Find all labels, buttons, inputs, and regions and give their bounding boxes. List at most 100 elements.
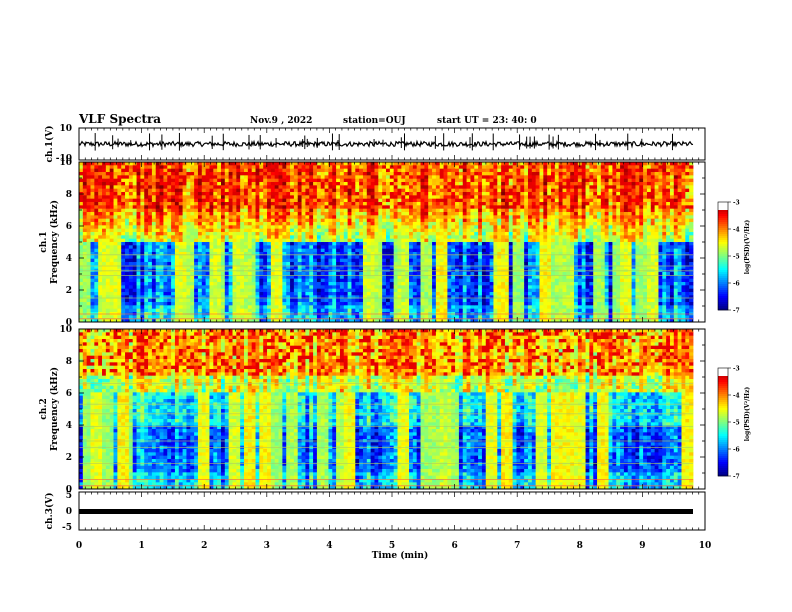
spectrogram-cell <box>132 238 137 243</box>
spectrogram-cell <box>167 252 172 256</box>
spectrogram-cell <box>455 222 460 226</box>
spectrogram-cell <box>458 242 464 246</box>
spectrogram-cell <box>259 302 264 306</box>
spectrogram-cell <box>182 208 187 213</box>
spectrogram-cell <box>278 215 283 220</box>
spectrogram-cell <box>167 228 172 233</box>
spectrogram-cell <box>370 265 375 270</box>
spectrogram-cell <box>297 258 302 263</box>
spectrogram-cell <box>320 258 325 263</box>
spectrogram-cell <box>405 282 410 286</box>
spectrogram-cell <box>401 285 406 290</box>
spectrogram-cell <box>163 218 168 223</box>
spectrogram-cell <box>316 198 322 203</box>
spectrogram-cell <box>462 245 467 250</box>
spectrogram-cell <box>220 192 226 196</box>
spectrogram-cell <box>205 285 210 290</box>
spectrogram-cell <box>416 235 421 240</box>
spectrogram-cell <box>443 212 448 216</box>
spectrogram-cell <box>270 295 276 300</box>
spectrogram-cell <box>316 208 322 213</box>
spectrogram-cell <box>117 285 122 290</box>
spectrogram-cell <box>451 262 456 266</box>
spectrogram-cell <box>470 218 475 223</box>
spectrogram-cell <box>332 292 337 296</box>
spectrogram-cell <box>144 232 149 236</box>
spectrogram-cell <box>339 292 345 296</box>
spectrogram-cell <box>163 305 168 310</box>
spectrogram-cell <box>113 295 118 300</box>
spectrogram-cell <box>435 222 441 226</box>
spectrogram-cell <box>397 228 402 233</box>
spectrogram-cell <box>332 295 337 300</box>
spectrogram-cell <box>98 175 103 180</box>
spectrogram-cell <box>190 215 195 220</box>
spectrogram-cell <box>167 185 172 190</box>
spectrogram-cell <box>128 255 134 260</box>
spectrogram-cell <box>343 238 349 243</box>
spectrogram-cell <box>270 305 276 310</box>
spectrogram-cell <box>301 222 306 226</box>
spectrogram-cell <box>240 168 245 173</box>
spectrogram-cell <box>86 252 91 256</box>
spectrogram-cell <box>102 308 107 313</box>
spectrogram-cell <box>228 188 233 193</box>
spectrogram-cell <box>228 295 233 300</box>
spectrogram-cell <box>125 198 130 203</box>
spectrogram-cell <box>439 265 444 270</box>
spectrogram-cell <box>347 215 352 220</box>
spectrogram-cell <box>236 175 241 180</box>
spectrogram-cell <box>174 198 180 203</box>
spectrogram-cell <box>328 202 333 206</box>
spectrogram-cell <box>305 315 310 320</box>
spectrogram-cell <box>428 285 433 290</box>
spectrogram-cell <box>320 232 325 236</box>
spectrogram-cell <box>201 218 207 223</box>
spectrogram-cell <box>336 288 341 293</box>
spectrogram-cell <box>274 278 279 283</box>
spectrogram-cell <box>320 288 325 293</box>
spectrogram-cell <box>324 305 329 310</box>
spectrogram-cell <box>148 175 153 180</box>
spectrogram-cell <box>224 315 230 320</box>
spectrogram-cell <box>109 195 114 200</box>
spectrogram-cell <box>290 255 295 260</box>
spectrogram-cell <box>339 232 345 236</box>
spectrogram-cell <box>125 172 130 176</box>
spectrogram-cell <box>217 255 222 260</box>
spectrogram-cell <box>136 248 141 253</box>
spectrogram-cell <box>94 275 99 280</box>
spectrogram-cell <box>163 245 168 250</box>
spectrogram-cell <box>186 275 191 280</box>
spectrogram-cell <box>267 262 272 266</box>
spectrogram-cell <box>405 195 410 200</box>
spectrogram-cell <box>90 202 95 206</box>
spectrogram-cell <box>232 302 237 306</box>
spectrogram-cell <box>451 225 456 230</box>
spectrogram-cell <box>351 308 356 313</box>
spectrogram-cell <box>236 215 241 220</box>
spectrogram-cell <box>205 235 210 240</box>
spectrogram-cell <box>224 278 230 283</box>
spectrogram-cell <box>447 198 452 203</box>
spectrogram-cell <box>121 188 126 193</box>
spectrogram-cell <box>366 172 372 176</box>
spectrogram-cell <box>439 248 444 253</box>
spectrogram-cell <box>282 295 287 300</box>
spectrogram-cell <box>466 295 471 300</box>
spectrogram-cell <box>213 242 218 246</box>
spectrogram-cell <box>220 302 226 306</box>
spectrogram-cell <box>301 315 306 320</box>
spectrogram-cell <box>420 248 425 253</box>
spectrogram-cell <box>109 272 114 276</box>
spectrogram-cell <box>174 265 180 270</box>
spectrogram-cell <box>343 265 349 270</box>
spectrogram-cell <box>409 255 414 260</box>
spectrogram-cell <box>132 232 137 236</box>
spectrogram-cell <box>447 255 452 260</box>
spectrogram-cell <box>98 195 103 200</box>
spectrogram-cell <box>416 282 421 286</box>
spectrogram-cell <box>282 185 287 190</box>
spectrogram-cell <box>197 208 203 213</box>
spectrogram-cell <box>336 265 341 270</box>
